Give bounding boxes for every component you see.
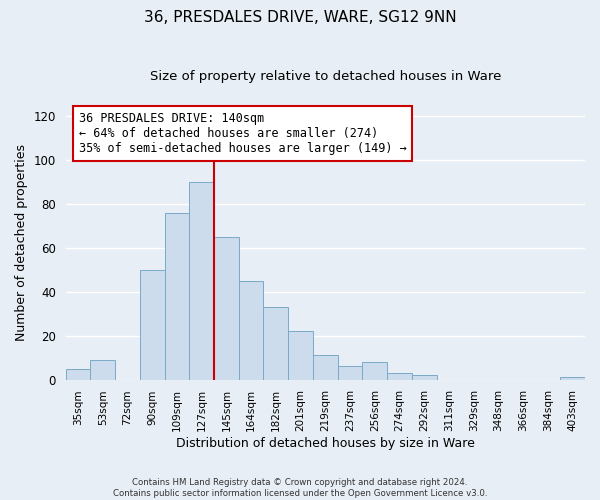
- Bar: [190, 182, 214, 380]
- Text: Contains HM Land Registry data © Crown copyright and database right 2024.
Contai: Contains HM Land Registry data © Crown c…: [113, 478, 487, 498]
- Bar: [313, 356, 338, 380]
- Bar: [65, 368, 91, 380]
- Text: 36 PRESDALES DRIVE: 140sqm
← 64% of detached houses are smaller (274)
35% of sem: 36 PRESDALES DRIVE: 140sqm ← 64% of deta…: [79, 112, 406, 155]
- Y-axis label: Number of detached properties: Number of detached properties: [15, 144, 28, 341]
- Bar: [412, 375, 437, 380]
- Bar: [263, 307, 288, 380]
- Text: 36, PRESDALES DRIVE, WARE, SG12 9NN: 36, PRESDALES DRIVE, WARE, SG12 9NN: [143, 10, 457, 25]
- Bar: [338, 366, 362, 380]
- Bar: [288, 332, 313, 380]
- Bar: [387, 373, 412, 380]
- Bar: [140, 270, 164, 380]
- Bar: [239, 280, 263, 380]
- Bar: [560, 378, 585, 380]
- Bar: [164, 212, 190, 380]
- Bar: [362, 362, 387, 380]
- X-axis label: Distribution of detached houses by size in Ware: Distribution of detached houses by size …: [176, 437, 475, 450]
- Title: Size of property relative to detached houses in Ware: Size of property relative to detached ho…: [149, 70, 501, 83]
- Bar: [214, 237, 239, 380]
- Bar: [91, 360, 115, 380]
